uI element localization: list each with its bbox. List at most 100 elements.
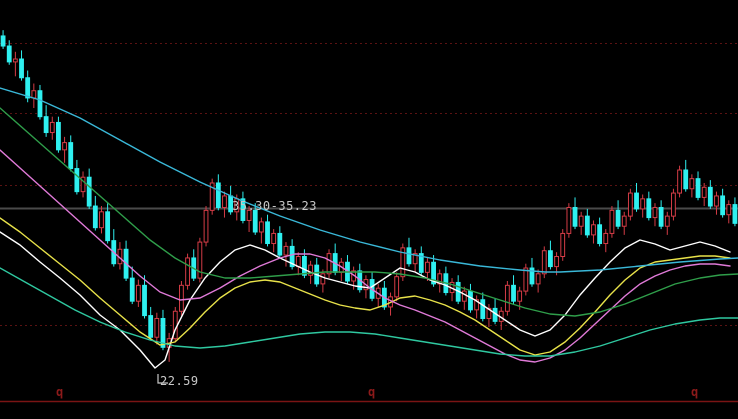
candle [258,217,264,244]
candle [597,217,603,247]
candle [209,178,215,215]
candle [541,246,547,279]
candle [726,200,732,224]
candle [591,220,596,244]
candle [19,50,24,81]
candle [252,203,258,235]
ma-line-ma120 [0,87,738,273]
candle [148,306,154,341]
candle [271,229,277,253]
candle [418,246,424,276]
candle [80,171,86,198]
candle [43,105,49,137]
candle [412,249,418,273]
candle [689,174,695,198]
candle [172,306,178,342]
candle [609,206,615,238]
x-axis-tick-2: q [691,385,699,399]
candle [6,40,12,65]
candle [86,168,92,209]
candle [504,281,510,316]
candle [634,182,639,212]
candle [400,243,406,282]
horizontal-gridlines [0,43,738,326]
high-price-label: 35.30-35.23 [232,199,317,213]
candle [92,195,98,231]
candle [154,312,160,345]
candle [529,257,535,287]
candle [640,194,646,218]
candle [406,237,412,267]
candle [480,292,486,322]
candle [277,226,283,258]
candle [12,51,18,77]
candle [197,237,203,283]
candle [56,116,61,153]
candle [265,214,270,247]
candle [486,304,492,328]
candle [105,203,111,244]
x-axis-tick-0: q [56,385,64,399]
candle [0,30,6,49]
candle [627,188,633,221]
x-axis-tick-1: q [368,385,376,399]
ma-line-ma60 [0,107,738,317]
candle [714,191,719,215]
candle [37,84,43,120]
ma-line-ma5 [0,231,731,369]
candle [646,191,652,221]
ma-line-ma20 [0,149,731,363]
candle [222,191,227,218]
candle [203,206,209,247]
candle [652,203,658,227]
candle [246,206,252,232]
candle [135,279,141,307]
candle [320,269,326,293]
candle [142,275,147,319]
candle [68,135,74,172]
candle [695,171,701,201]
candle [732,197,738,227]
candle [511,275,516,305]
candle [240,191,246,224]
candle [720,188,726,218]
candle [701,182,707,207]
candle [326,249,332,279]
candle [99,206,104,234]
candle [683,159,689,192]
candle [185,253,190,290]
candle [584,208,590,238]
candle [615,200,621,230]
low-price-label: 22.59 [160,374,199,388]
candle [677,165,682,198]
candle [523,263,529,296]
candle [535,269,541,293]
candle [658,200,664,230]
candle [179,281,184,316]
candle [621,211,627,235]
candle [394,272,400,302]
candle [49,116,55,140]
candle [548,240,553,270]
low-marker-pointer [157,374,168,384]
candlestick-series [0,30,738,362]
candle [129,266,135,305]
candle [671,188,676,221]
candle [566,203,572,238]
candle [425,257,430,282]
candle [461,286,467,310]
candle [664,211,670,235]
candle [560,229,566,261]
candle [572,197,578,230]
ma-line-ma30 [0,267,738,357]
candle [603,229,609,253]
low-point-marker [157,374,168,384]
candle [578,211,584,235]
candle [62,136,67,163]
candle [707,180,713,209]
candle [283,242,289,267]
candle [74,159,80,195]
moving-average-lines [0,87,738,369]
